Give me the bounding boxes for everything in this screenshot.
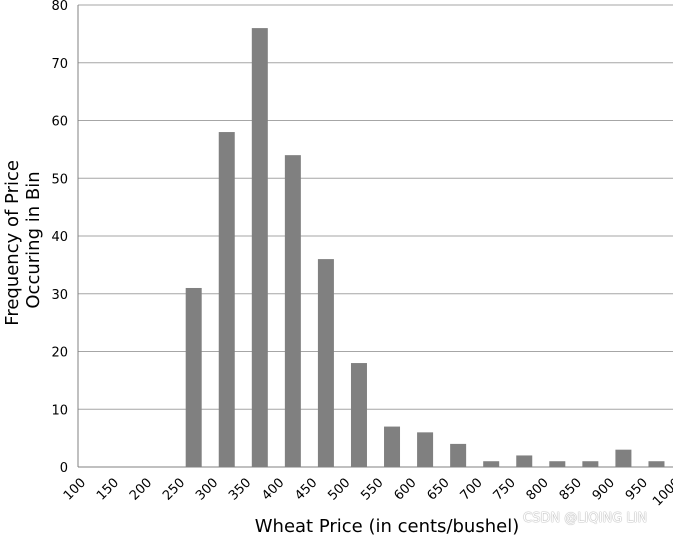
y-axis-title: Frequency of Price Occuring in Bin [2,154,44,325]
bar-250 [185,287,202,467]
y-tick-label: 0 [60,461,68,476]
y-tick-label: 40 [51,230,68,245]
x-tick-label: 250 [160,475,188,503]
bar-650 [450,443,467,467]
bar-600 [417,432,434,467]
x-tick-label: 950 [623,475,651,503]
x-tick-label: 400 [259,475,287,503]
x-tick-label: 600 [391,475,419,503]
x-tick-label: 200 [127,475,155,503]
x-tick-label: 750 [491,475,519,503]
x-tick-label: 500 [325,475,353,503]
bar-900 [615,449,632,467]
x-tick-label: 100 [61,475,89,503]
bar-800 [549,461,566,467]
y-tick-label: 80 [51,0,68,14]
x-tick-label: 850 [557,475,585,503]
y-tick-label: 70 [51,57,68,72]
x-tick-label: 700 [458,475,486,503]
y-axis-title-line-1: Frequency of Price [2,160,23,326]
x-tick-label: 300 [193,475,221,503]
x-tick-label: 800 [524,475,552,503]
x-tick-label: 350 [226,475,254,503]
bar-700 [483,461,500,467]
bars [185,28,665,468]
x-tick-label: 1000 [650,475,673,509]
x-tick-label: 900 [590,475,618,503]
bar-400 [284,155,301,467]
y-axis-title-line-2: Occuring in Bin [23,171,44,308]
y-tick-labels: 0 10 20 30 40 50 60 70 80 [51,0,68,476]
bar-550 [384,426,401,467]
y-tick-label: 50 [51,172,68,187]
x-tick-label: 650 [424,475,452,503]
bar-500 [350,363,367,467]
x-tick-label: 450 [292,475,320,503]
bar-450 [317,259,334,467]
x-axis-title: Wheat Price (in cents/bushel) [255,516,519,537]
gridlines [78,4,673,410]
bar-350 [251,28,268,467]
watermark: CSDN @LIQING LIN [523,511,648,526]
x-tick-label: 550 [358,475,386,503]
bar-850 [582,461,599,467]
y-tick-label: 10 [51,403,68,418]
bar-950 [648,461,665,467]
bar-300 [218,132,235,468]
y-tick-label: 30 [51,288,68,303]
y-tick-label: 20 [51,346,68,361]
y-tick-label: 60 [51,115,68,130]
x-tick-label: 150 [94,475,122,503]
bar-750 [516,455,533,467]
x-tick-labels: 100 150 200 250 300 350 400 450 500 550 600 650 700 7… [61,475,673,509]
